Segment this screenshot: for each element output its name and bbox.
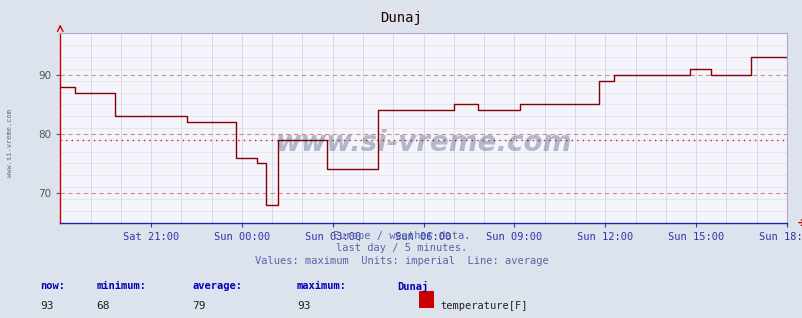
Text: Dunaj: Dunaj — [380, 11, 422, 25]
Text: Europe / weather data.: Europe / weather data. — [332, 231, 470, 240]
Text: 93: 93 — [40, 301, 54, 310]
Text: maximum:: maximum: — [297, 281, 346, 291]
Text: average:: average: — [192, 281, 242, 291]
Text: www.si-vreme.com: www.si-vreme.com — [7, 109, 14, 177]
Text: minimum:: minimum: — [96, 281, 146, 291]
Text: Dunaj: Dunaj — [397, 281, 428, 293]
Text: 68: 68 — [96, 301, 110, 310]
Text: now:: now: — [40, 281, 65, 291]
Text: 79: 79 — [192, 301, 206, 310]
Text: www.si-vreme.com: www.si-vreme.com — [275, 129, 571, 157]
Text: last day / 5 minutes.: last day / 5 minutes. — [335, 243, 467, 253]
Text: Values: maximum  Units: imperial  Line: average: Values: maximum Units: imperial Line: av… — [254, 256, 548, 266]
Text: 93: 93 — [297, 301, 310, 310]
Text: temperature[F]: temperature[F] — [439, 301, 527, 310]
